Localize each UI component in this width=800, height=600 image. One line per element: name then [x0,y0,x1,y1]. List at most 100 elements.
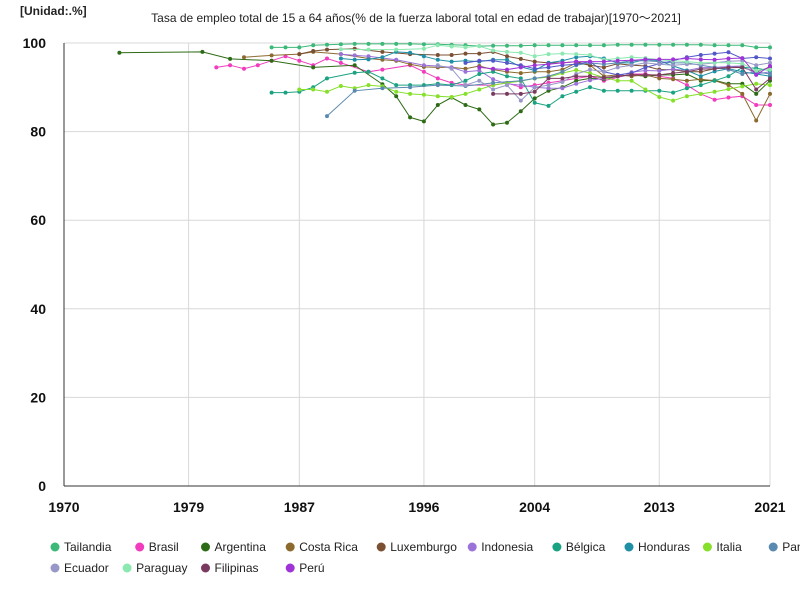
data-point [505,91,509,96]
data-point [657,57,662,62]
axes: 1970 1979 1987 1996 2004 2013 2021 0 20 40 60 80 100 [23,35,786,515]
data-point [671,57,676,62]
data-point [615,78,620,83]
data-point [297,45,302,50]
data-point [712,51,717,56]
data-point [269,58,274,63]
chart-title: Tasa de empleo total de 15 a 64 años(% d… [151,11,681,25]
x-tick-label: 2004 [519,499,550,515]
data-point [463,83,468,88]
data-point [394,83,399,88]
data-point [643,60,648,65]
data-point [518,78,523,83]
data-point [754,45,759,50]
data-point [726,83,731,88]
data-point [546,62,551,67]
data-point [698,60,703,65]
data-point [463,51,468,56]
data-point [546,52,551,57]
data-point [518,56,523,61]
data-point [366,47,371,52]
data-point [560,43,565,48]
data-point [684,86,689,91]
data-point [560,69,565,74]
legend-marker [50,542,60,552]
data-point [574,55,579,60]
data-point [712,89,717,94]
data-point [615,42,620,47]
data-point [505,74,509,79]
x-tick-label: 2013 [644,499,675,515]
data-point [726,43,731,48]
data-point [338,60,343,65]
data-point [629,78,634,83]
legend-marker [50,563,60,573]
legend-marker [768,542,778,552]
data-point [615,65,620,70]
data-point [421,63,426,68]
legend-item: Italia [702,540,742,554]
data-point [560,51,565,56]
data-point [366,83,371,88]
data-point [629,72,634,77]
data-point [505,57,509,62]
data-point [560,94,565,99]
data-point [712,57,717,62]
data-point [463,91,468,96]
x-tick-label: 2021 [754,499,785,515]
data-point [629,58,634,63]
data-point [588,78,592,83]
data-point [546,103,551,108]
data-point [338,47,343,52]
data-point [242,55,246,60]
data-point [532,89,537,94]
data-point [546,86,551,91]
data-point [574,59,579,64]
data-point [435,103,440,107]
data-point [269,90,274,95]
data-point [338,56,343,61]
legend-item: Brasil [135,540,179,554]
data-point [532,76,537,81]
data-point [601,59,606,64]
data-point [698,77,703,82]
data-point [518,91,523,96]
data-point [463,103,468,107]
data-point [380,76,385,81]
data-point [532,96,537,101]
data-point [214,65,219,70]
data-point [269,45,274,50]
legend-item: Ecuador [50,561,109,575]
data-point [491,58,496,63]
data-point [546,69,551,74]
data-point [463,60,468,65]
data-point [380,86,385,91]
data-point [726,87,731,92]
data-point [435,63,440,68]
data-point [491,66,496,71]
legend: Tailandia Brasil Argentina Costa Rica Luxemb… [50,540,800,575]
data-point [228,63,233,68]
data-point [283,45,288,50]
legend-label: Italia [716,540,742,554]
data-point [505,60,509,65]
data-point [574,52,579,57]
data-point [643,57,648,62]
data-point [684,69,689,74]
data-point [712,97,717,102]
unit-label: [Unidad:.%] [20,4,87,18]
data-point [671,67,676,72]
data-point [698,53,703,57]
data-point [684,83,689,88]
data-point [768,64,772,68]
data-point [255,63,260,68]
data-point [449,44,454,49]
data-point [394,47,399,52]
data-point [726,74,731,79]
data-point [698,83,703,88]
data-point [768,72,772,76]
data-point [505,54,509,59]
data-point [491,91,496,96]
data-point [574,89,579,94]
data-point [421,42,426,47]
